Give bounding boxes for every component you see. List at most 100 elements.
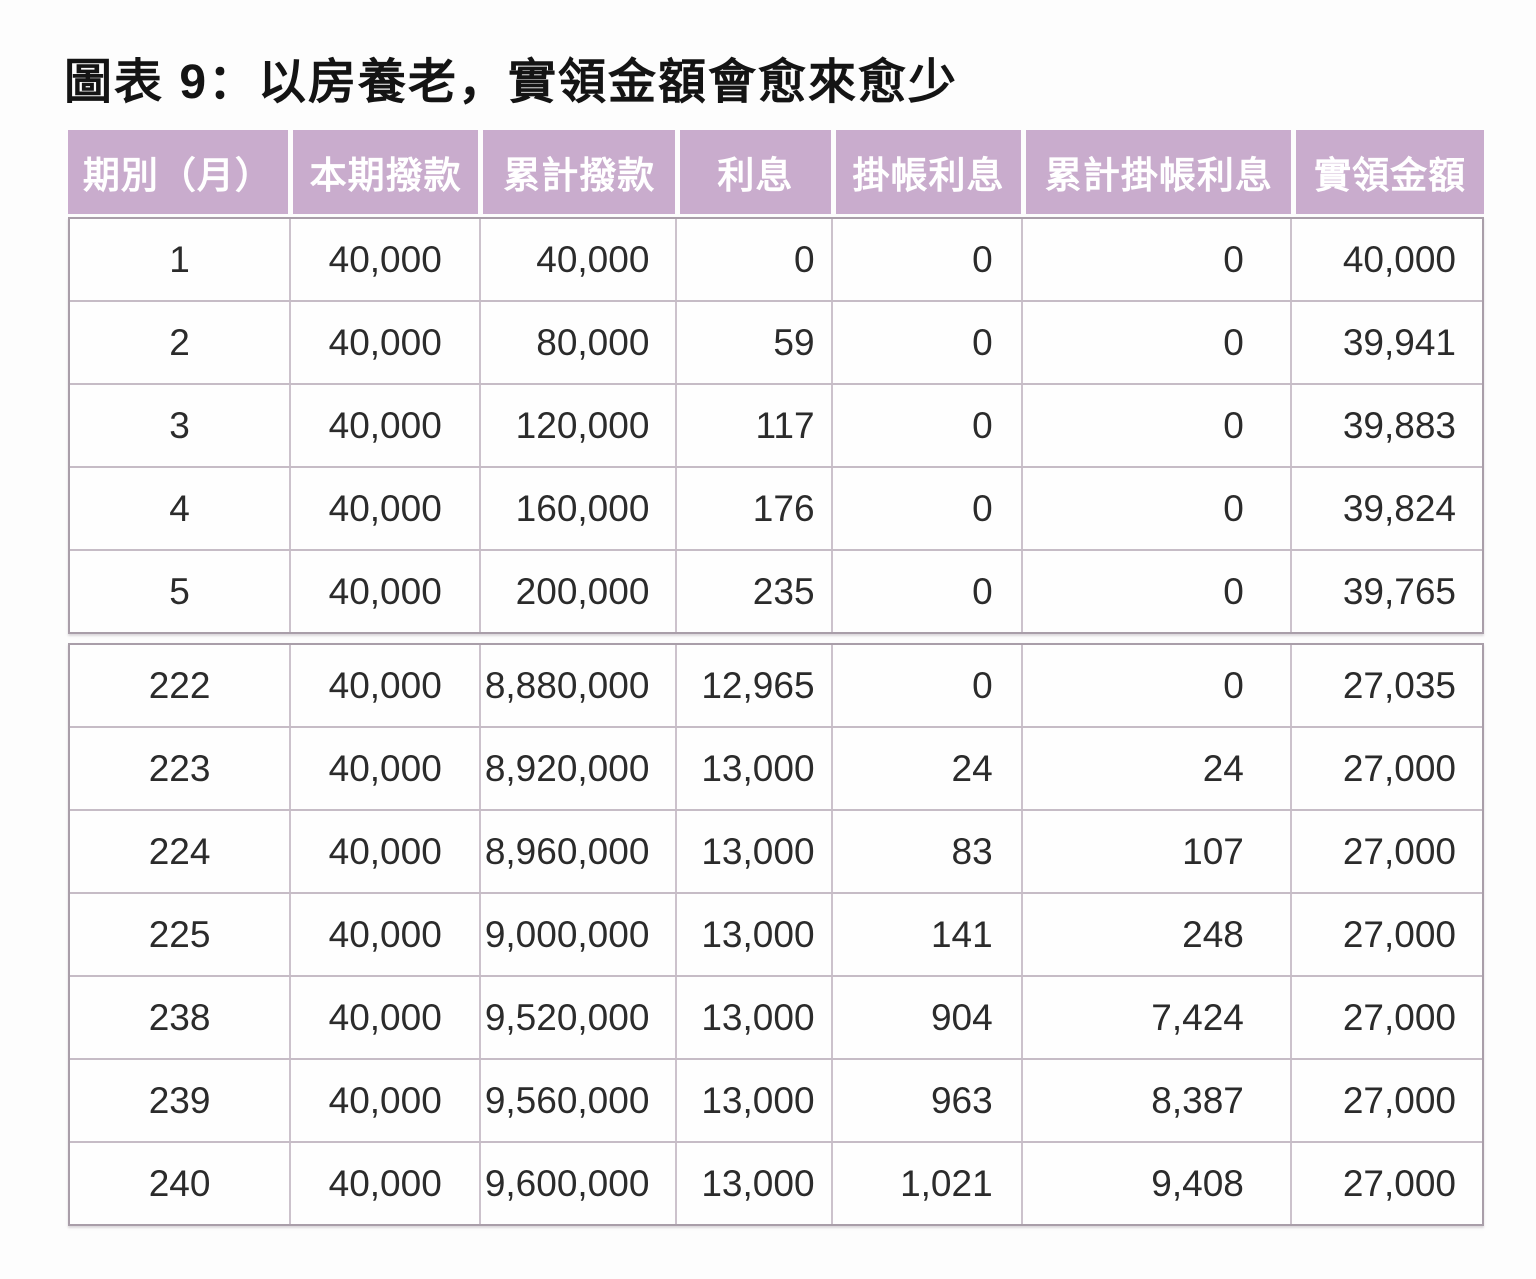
table-header-row: 期別（月） 本期撥款 累計撥款 利息 掛帳利息 累計掛帳利息 實領金額 — [68, 130, 1484, 214]
table-cell: 176 — [675, 468, 830, 549]
table-cell: 0 — [830, 645, 1021, 726]
table-cell: 24 — [1020, 728, 1290, 809]
table-cell: 40,000 — [289, 551, 479, 632]
table-cell: 39,883 — [1289, 385, 1482, 466]
reverse-mortgage-table: 期別（月） 本期撥款 累計撥款 利息 掛帳利息 累計掛帳利息 實領金額 1 40,… — [68, 130, 1484, 1226]
table-cell: 40,000 — [289, 1060, 479, 1141]
table-cell: 963 — [830, 1060, 1021, 1141]
table-cell: 27,000 — [1289, 977, 1482, 1058]
table-cell: 40,000 — [479, 219, 675, 300]
table-cell: 2 — [169, 321, 190, 363]
table-cell: 3 — [169, 404, 190, 446]
table-cell: 1,021 — [830, 1143, 1021, 1224]
table-cell: 0 — [830, 385, 1021, 466]
table-cell: 39,765 — [1289, 551, 1482, 632]
table-cell: 0 — [1020, 219, 1290, 300]
column-header-cumulative-accrued-interest: 累計掛帳利息 — [1021, 130, 1292, 214]
table-row: 5 40,000 200,000 235 0 0 39,765 — [70, 549, 1482, 632]
table-cell: 222 — [148, 664, 211, 706]
table-cell: 13,000 — [675, 1060, 830, 1141]
table-cell: 40,000 — [289, 645, 479, 726]
table-cell: 224 — [148, 830, 211, 872]
column-header-current-disbursement: 本期撥款 — [287, 130, 479, 214]
table-cell: 9,000,000 — [479, 894, 675, 975]
table-cell: 7,424 — [1020, 977, 1290, 1058]
table-row: 1 40,000 40,000 0 0 0 40,000 — [70, 219, 1482, 300]
table-cell: 9,600,000 — [479, 1143, 675, 1224]
column-header-cumulative-disbursement: 累計撥款 — [478, 130, 676, 214]
table-row: 238 40,000 9,520,000 13,000 904 7,424 27,000 — [70, 975, 1482, 1058]
table-cell: 160,000 — [479, 468, 675, 549]
table-section-early-periods: 1 40,000 40,000 0 0 0 40,000 2 40,000 80,000 59 0 0 3… — [68, 217, 1484, 634]
table-row: 3 40,000 120,000 117 0 0 39,883 — [70, 383, 1482, 466]
table-row: 4 40,000 160,000 176 0 0 39,824 — [70, 466, 1482, 549]
table-cell: 117 — [675, 385, 830, 466]
table-cell: 40,000 — [1289, 219, 1482, 300]
table-cell: 40,000 — [289, 302, 479, 383]
table-cell: 83 — [830, 811, 1021, 892]
column-header-net-amount: 實領金額 — [1291, 130, 1484, 214]
table-cell: 141 — [830, 894, 1021, 975]
table-cell: 240 — [148, 1162, 211, 1204]
table-cell: 0 — [830, 302, 1021, 383]
table-cell: 40,000 — [289, 1143, 479, 1224]
column-header-period: 期別（月） — [68, 130, 288, 214]
table-cell: 27,000 — [1289, 811, 1482, 892]
table-cell: 238 — [148, 996, 211, 1038]
table-cell: 904 — [830, 977, 1021, 1058]
table-cell: 0 — [675, 219, 830, 300]
table-cell: 27,000 — [1289, 1143, 1482, 1224]
table-cell: 1 — [169, 238, 190, 280]
table-section-late-periods: 222 40,000 8,880,000 12,965 0 0 27,035 223 40,00… — [68, 643, 1484, 1226]
table-row: 239 40,000 9,560,000 13,000 963 8,387 27,000 — [70, 1058, 1482, 1141]
table-cell: 13,000 — [675, 894, 830, 975]
table-cell: 8,920,000 — [479, 728, 675, 809]
table-cell: 40,000 — [289, 811, 479, 892]
table-cell: 9,520,000 — [479, 977, 675, 1058]
table-cell: 225 — [148, 913, 211, 955]
table-cell: 40,000 — [289, 728, 479, 809]
table-cell: 13,000 — [675, 728, 830, 809]
table-cell: 13,000 — [675, 977, 830, 1058]
table-cell: 27,000 — [1289, 894, 1482, 975]
table-cell: 40,000 — [289, 385, 479, 466]
table-cell: 239 — [148, 1079, 211, 1121]
table-cell: 4 — [169, 487, 190, 529]
table-cell: 0 — [1020, 551, 1290, 632]
table-row: 2 40,000 80,000 59 0 0 39,941 — [70, 300, 1482, 383]
table-cell: 200,000 — [479, 551, 675, 632]
table-cell: 12,965 — [675, 645, 830, 726]
table-row: 240 40,000 9,600,000 13,000 1,021 9,408 27,000 — [70, 1141, 1482, 1224]
column-header-interest: 利息 — [675, 130, 831, 214]
table-cell: 107 — [1020, 811, 1290, 892]
table-cell: 13,000 — [675, 811, 830, 892]
table-cell: 39,824 — [1289, 468, 1482, 549]
table-row: 224 40,000 8,960,000 13,000 83 107 27,000 — [70, 809, 1482, 892]
table-cell: 0 — [830, 219, 1021, 300]
table-cell: 120,000 — [479, 385, 675, 466]
table-cell: 9,408 — [1020, 1143, 1290, 1224]
figure-title: 圖表 9：以房養老，實領金額會愈來愈少 — [64, 56, 959, 109]
table-cell: 40,000 — [289, 468, 479, 549]
table-cell: 40,000 — [289, 219, 479, 300]
table-row: 223 40,000 8,920,000 13,000 24 24 27,000 — [70, 726, 1482, 809]
table-cell: 223 — [148, 747, 211, 789]
table-row: 225 40,000 9,000,000 13,000 141 248 27,000 — [70, 892, 1482, 975]
table-cell: 8,880,000 — [479, 645, 675, 726]
table-cell: 0 — [830, 468, 1021, 549]
table-cell: 27,035 — [1289, 645, 1482, 726]
table-cell: 13,000 — [675, 1143, 830, 1224]
table-cell: 59 — [675, 302, 830, 383]
table-cell: 9,560,000 — [479, 1060, 675, 1141]
table-cell: 39,941 — [1289, 302, 1482, 383]
table-cell: 5 — [169, 570, 190, 612]
table-row: 222 40,000 8,880,000 12,965 0 0 27,035 — [70, 645, 1482, 726]
table-cell: 8,387 — [1020, 1060, 1290, 1141]
table-cell: 0 — [1020, 468, 1290, 549]
column-header-accrued-interest: 掛帳利息 — [830, 130, 1022, 214]
table-cell: 8,960,000 — [479, 811, 675, 892]
table-cell: 0 — [830, 551, 1021, 632]
table-cell: 40,000 — [289, 894, 479, 975]
table-cell: 27,000 — [1289, 728, 1482, 809]
